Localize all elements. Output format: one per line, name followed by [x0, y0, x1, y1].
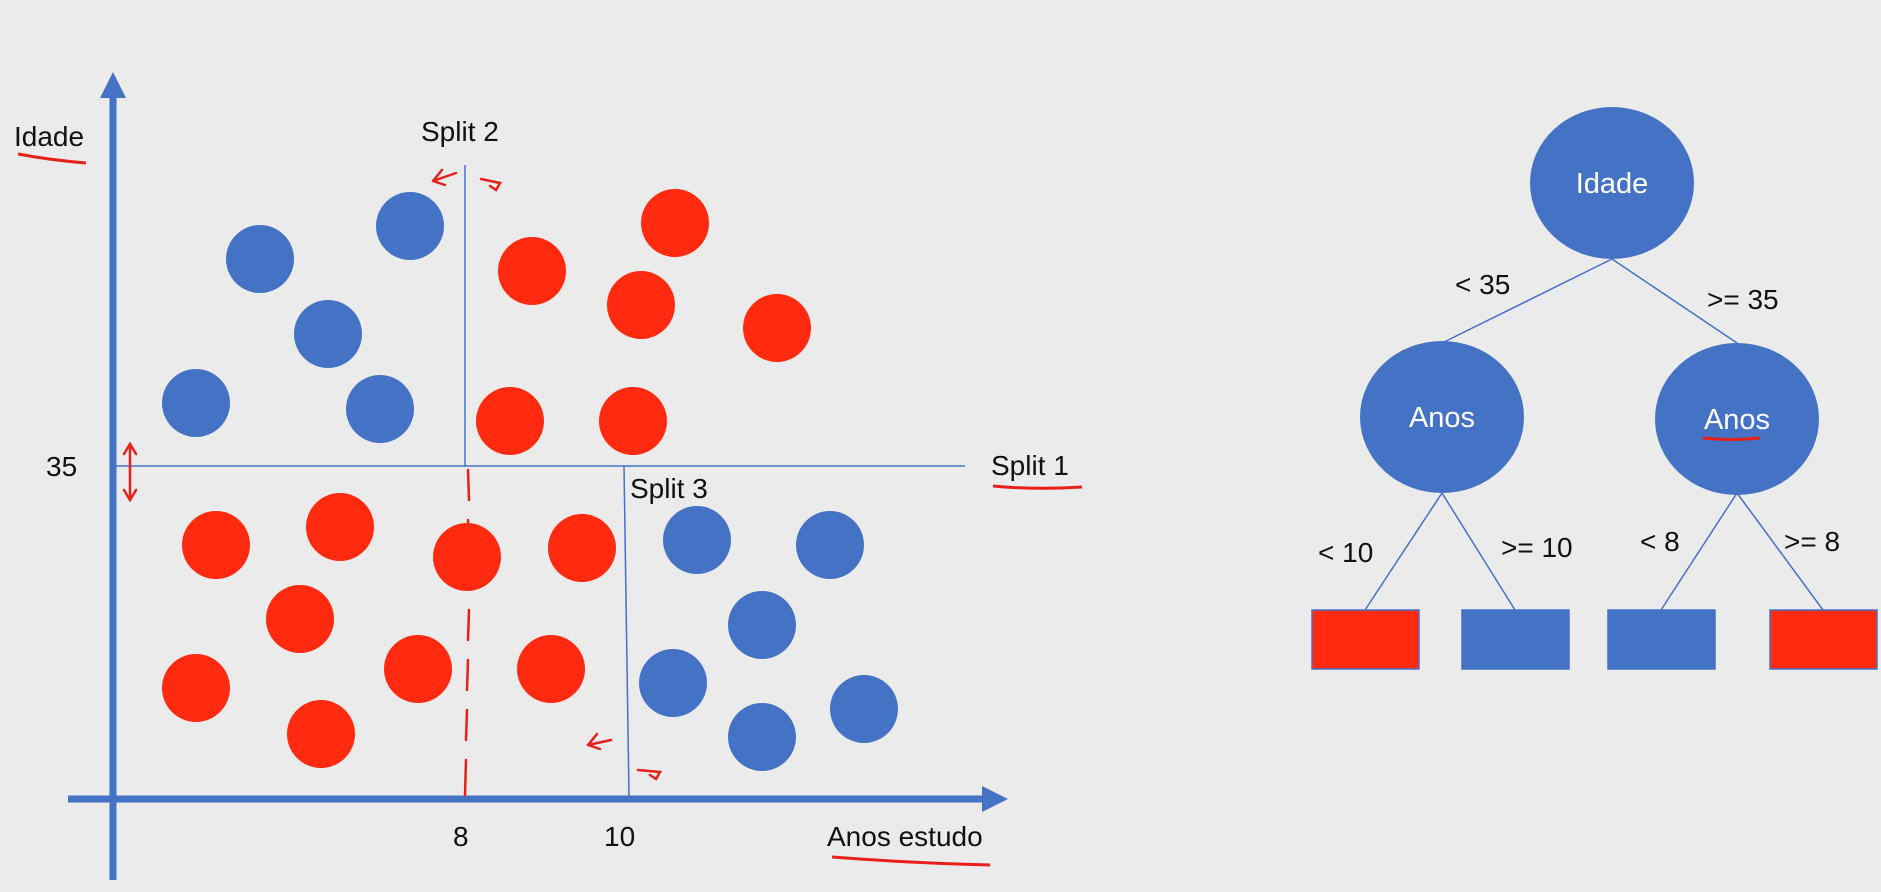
point-blue [639, 649, 707, 717]
tree-leaf-3 [1607, 609, 1716, 670]
x-tick-8: 8 [453, 821, 469, 852]
point-red [162, 654, 230, 722]
y-axis-label-underline [17, 152, 87, 165]
tree-right-label-underline [1702, 436, 1761, 441]
edge-left-leaf2 [1441, 492, 1516, 611]
split-1-label: Split 1 [991, 450, 1069, 481]
tree-leaf-4 [1769, 609, 1878, 670]
tree-right-node [1655, 343, 1819, 495]
tree-leaf-1 [1311, 609, 1420, 670]
split-3-label: Split 3 [630, 473, 708, 504]
scatter-plot: Idade 35 8 10 Anos estudo Split 2 Split … [14, 72, 1083, 880]
edge-label-ge35: >= 35 [1707, 284, 1779, 315]
point-red [641, 189, 709, 257]
edge-root-right [1611, 258, 1738, 344]
point-red [306, 493, 374, 561]
point-red [517, 635, 585, 703]
arrow-updown-split1 [122, 441, 138, 503]
edge-label-lt10: < 10 [1318, 537, 1373, 568]
x-axis-label-underline [831, 855, 991, 867]
point-blue [346, 375, 414, 443]
point-blue [728, 703, 796, 771]
edge-right-leaf3 [1660, 492, 1738, 611]
point-blue [226, 225, 294, 293]
tree-leaf-2 [1461, 609, 1570, 670]
tree-left-node [1360, 341, 1524, 493]
tree-left-label: Anos [1409, 402, 1475, 434]
split-1-label-underline [992, 484, 1083, 490]
edge-label-lt35: < 35 [1455, 269, 1510, 300]
point-red [433, 523, 501, 591]
point-red [182, 511, 250, 579]
edge-left-leaf1 [1364, 492, 1443, 611]
handdrawn-dashed-split [463, 468, 471, 797]
point-blue [376, 192, 444, 260]
tree-edges [1364, 258, 1824, 611]
edge-right-leaf4 [1736, 492, 1824, 611]
y-tick-35: 35 [46, 451, 77, 482]
arrow-left-split2 [431, 168, 458, 187]
point-blue [830, 675, 898, 743]
edge-label-ge10: >= 10 [1501, 532, 1573, 563]
point-blue [728, 591, 796, 659]
tree-root-node [1530, 107, 1694, 259]
point-red [743, 294, 811, 362]
edge-label-lt8: < 8 [1640, 526, 1680, 557]
point-blue [796, 511, 864, 579]
point-red [498, 237, 566, 305]
edge-root-left [1441, 258, 1613, 344]
point-red [607, 271, 675, 339]
arrow-right-split2 [479, 177, 502, 192]
tree-root-label: Idade [1576, 168, 1649, 200]
point-blue [294, 300, 362, 368]
data-points [162, 189, 898, 771]
y-axis-arrowhead [100, 72, 126, 98]
tree-right-label: Anos [1704, 404, 1770, 436]
arrow-left-split3 [586, 732, 613, 751]
edge-label-ge8: >= 8 [1784, 526, 1840, 557]
point-red [287, 700, 355, 768]
point-blue [162, 369, 230, 437]
split-2-label: Split 2 [421, 116, 499, 147]
point-red [476, 387, 544, 455]
split-3-line [623, 465, 630, 798]
y-axis-label: Idade [14, 121, 84, 152]
decision-tree: Idade Anos Anos < 35 >= 35 < 10 >= 10 < … [1311, 107, 1878, 670]
point-red [548, 514, 616, 582]
point-red [384, 635, 452, 703]
x-axis-arrowhead [982, 786, 1008, 812]
arrow-right-split3 [636, 768, 663, 781]
point-red [266, 585, 334, 653]
x-axis-label: Anos estudo [827, 821, 983, 852]
point-blue [663, 506, 731, 574]
x-tick-10: 10 [604, 821, 635, 852]
handdrawn-arrows [122, 168, 663, 781]
point-red [599, 387, 667, 455]
